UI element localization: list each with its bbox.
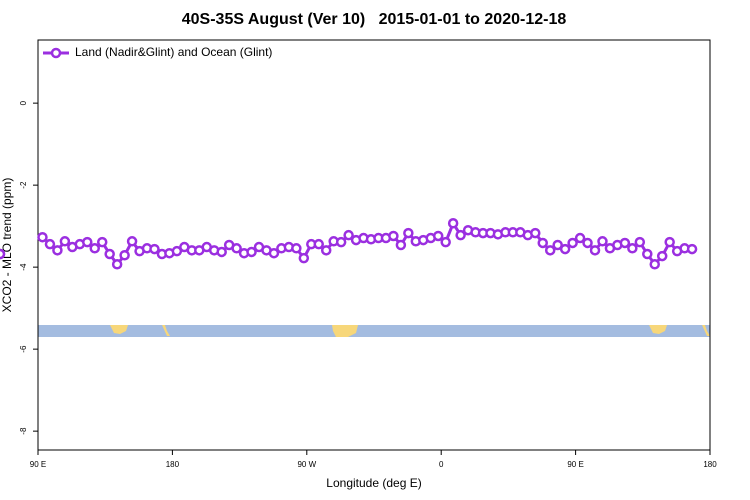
data-point	[149, 243, 160, 255]
x-tick-label: 90 E	[567, 460, 583, 469]
data-point	[597, 236, 608, 247]
data-point	[432, 230, 444, 242]
y-tick-label: -2	[19, 181, 28, 189]
data-point	[627, 243, 638, 254]
x-tick-label: 180	[166, 460, 180, 469]
x-axis-label: Longitude (deg E)	[326, 476, 421, 490]
data-point	[656, 250, 668, 262]
data-point	[44, 238, 56, 250]
data-point	[567, 237, 578, 249]
data-point	[574, 232, 586, 244]
x-tick-label: 90 E	[30, 460, 46, 469]
y-axis-label: XCO2 - MLO trend (ppm)	[0, 178, 14, 313]
data-point	[634, 236, 646, 248]
data-point	[268, 247, 280, 259]
x-tick-label: 0	[439, 460, 444, 469]
x-tick-label: 90 W	[297, 460, 316, 469]
data-point	[455, 229, 466, 241]
data-point	[119, 250, 130, 261]
data-point	[313, 238, 324, 250]
data-point	[589, 245, 601, 256]
data-point	[320, 245, 332, 256]
data-point	[111, 259, 123, 270]
data-point	[447, 218, 459, 229]
data-point	[37, 231, 48, 243]
legend-marker	[50, 47, 62, 59]
data-point	[82, 236, 93, 248]
data-point	[664, 236, 675, 248]
data-point	[537, 237, 548, 249]
legend-text: Land (Nadir&Glint) and Ocean (Glint)	[75, 45, 272, 59]
data-point	[395, 239, 407, 251]
data-point	[440, 236, 451, 248]
data-point	[171, 245, 183, 257]
plot-frame	[37, 39, 711, 451]
data-point	[298, 252, 310, 264]
y-tick-label: 0	[19, 100, 28, 105]
y-tick-label: -8	[19, 427, 28, 435]
x-tick-label: 180	[703, 460, 717, 469]
data-point	[686, 243, 698, 255]
data-point	[0, 248, 6, 260]
data-point	[89, 243, 100, 254]
data-point	[649, 259, 660, 270]
data-point	[642, 248, 653, 260]
data-point	[388, 230, 399, 242]
chart-title: 40S-35S August (Ver 10) 2015-01-01 to 20…	[182, 11, 567, 28]
data-point	[231, 243, 242, 254]
data-point	[52, 245, 63, 256]
data-point	[216, 246, 227, 258]
data-point	[126, 236, 138, 247]
data-point	[619, 237, 631, 249]
series-line	[41, 219, 693, 267]
data-point	[582, 237, 593, 249]
data-point	[552, 239, 563, 251]
y-tick-label: -4	[19, 263, 28, 271]
data-point	[544, 245, 556, 256]
data-point	[104, 248, 115, 260]
data-point	[530, 227, 541, 239]
data-point	[291, 243, 302, 254]
data-point	[246, 246, 257, 258]
data-point	[559, 243, 571, 255]
data-point	[335, 236, 347, 248]
y-tick-label: -6	[19, 345, 28, 353]
map-strip	[38, 325, 710, 337]
data-point	[343, 229, 354, 241]
data-point	[96, 236, 108, 248]
data-point	[59, 236, 71, 247]
data-point	[403, 227, 414, 239]
